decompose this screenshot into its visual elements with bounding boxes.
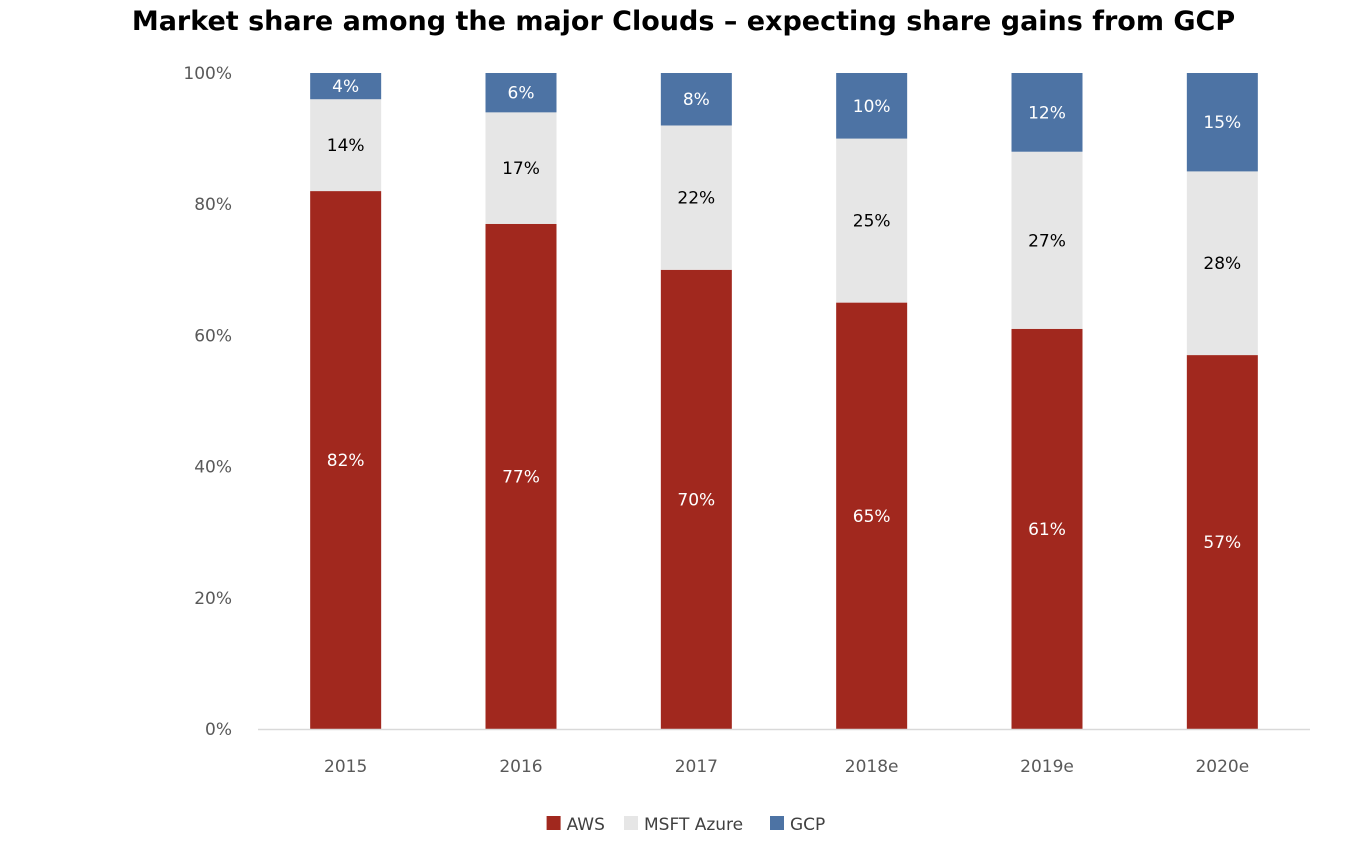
data-label-gcp: 6% — [508, 84, 535, 104]
x-tick-label: 2019e — [1020, 757, 1074, 777]
data-label-aws: 57% — [1203, 533, 1241, 553]
data-label-msft-azure: 17% — [502, 159, 540, 179]
chart-title: Market share among the major Clouds – ex… — [131, 6, 1236, 37]
bar-segment-gcp — [1011, 73, 1083, 152]
data-label-gcp: 10% — [853, 97, 891, 117]
x-tick-label: 2015 — [324, 757, 367, 777]
bar-segment-gcp — [1186, 73, 1258, 172]
bar-segment-msft-azure — [660, 125, 732, 270]
y-tick-label: 60% — [194, 326, 232, 346]
legend: AWS MSFT Azure GCP — [546, 815, 825, 835]
data-label-gcp: 8% — [683, 90, 710, 110]
bar-segment-aws — [310, 191, 382, 729]
bar-segment-msft-azure — [1011, 151, 1083, 329]
data-label-gcp: 15% — [1203, 113, 1241, 133]
data-label-msft-azure: 28% — [1203, 254, 1241, 274]
data-label-aws: 77% — [502, 467, 540, 487]
legend-label-aws: AWS — [567, 815, 605, 835]
data-label-aws: 82% — [327, 451, 365, 471]
x-tick-label: 2020e — [1195, 757, 1249, 777]
data-label-msft-azure: 25% — [853, 212, 891, 232]
data-label-aws: 70% — [677, 490, 715, 510]
legend-swatch-gcp — [770, 816, 784, 830]
data-label-aws: 61% — [1028, 520, 1066, 540]
y-tick-label: 40% — [194, 458, 232, 478]
y-tick-label: 80% — [194, 195, 232, 215]
bar-segment-gcp — [485, 73, 557, 113]
data-label-aws: 65% — [853, 507, 891, 527]
bar-segment-aws — [485, 223, 557, 729]
y-axis: 0% 20% 40% 60% 80% 100% — [183, 64, 232, 740]
bar-segment-aws — [660, 269, 732, 729]
x-axis: 2015 2016 2017 2018e 2019e 2020e — [258, 728, 1310, 777]
bar-segment-aws — [1186, 355, 1258, 729]
data-label-msft-azure: 22% — [677, 189, 715, 209]
bar-segment-gcp — [660, 73, 732, 126]
legend-label-msft-azure: MSFT Azure — [644, 815, 743, 835]
bar-segment-aws — [1011, 328, 1083, 729]
bar-segment-gcp — [836, 73, 908, 139]
data-label-gcp: 4% — [332, 77, 359, 97]
x-tick-label: 2016 — [499, 757, 542, 777]
bar-segment-msft-azure — [1186, 171, 1258, 356]
legend-swatch-msft-azure — [624, 816, 638, 830]
legend-label-gcp: GCP — [790, 815, 825, 835]
data-label-msft-azure: 27% — [1028, 231, 1066, 251]
y-tick-label: 100% — [183, 64, 232, 84]
bar-segment-msft-azure — [836, 138, 908, 303]
bars: 82% 14% 4% 77% 17% 6% 70% 22% 8% 65% 25% 10% 61% 27% 1… — [310, 73, 1258, 729]
bar-segment-aws — [836, 302, 908, 729]
y-tick-label: 0% — [205, 720, 232, 740]
data-label-gcp: 12% — [1028, 103, 1066, 123]
x-tick-label: 2018e — [845, 757, 899, 777]
legend-swatch-aws — [546, 816, 561, 830]
bar-segment-msft-azure — [485, 112, 557, 224]
bar-segment-gcp — [310, 73, 382, 100]
y-tick-label: 20% — [194, 589, 232, 609]
x-tick-label: 2017 — [675, 757, 718, 777]
bar-segment-msft-azure — [310, 99, 382, 192]
data-label-msft-azure: 14% — [327, 136, 365, 156]
